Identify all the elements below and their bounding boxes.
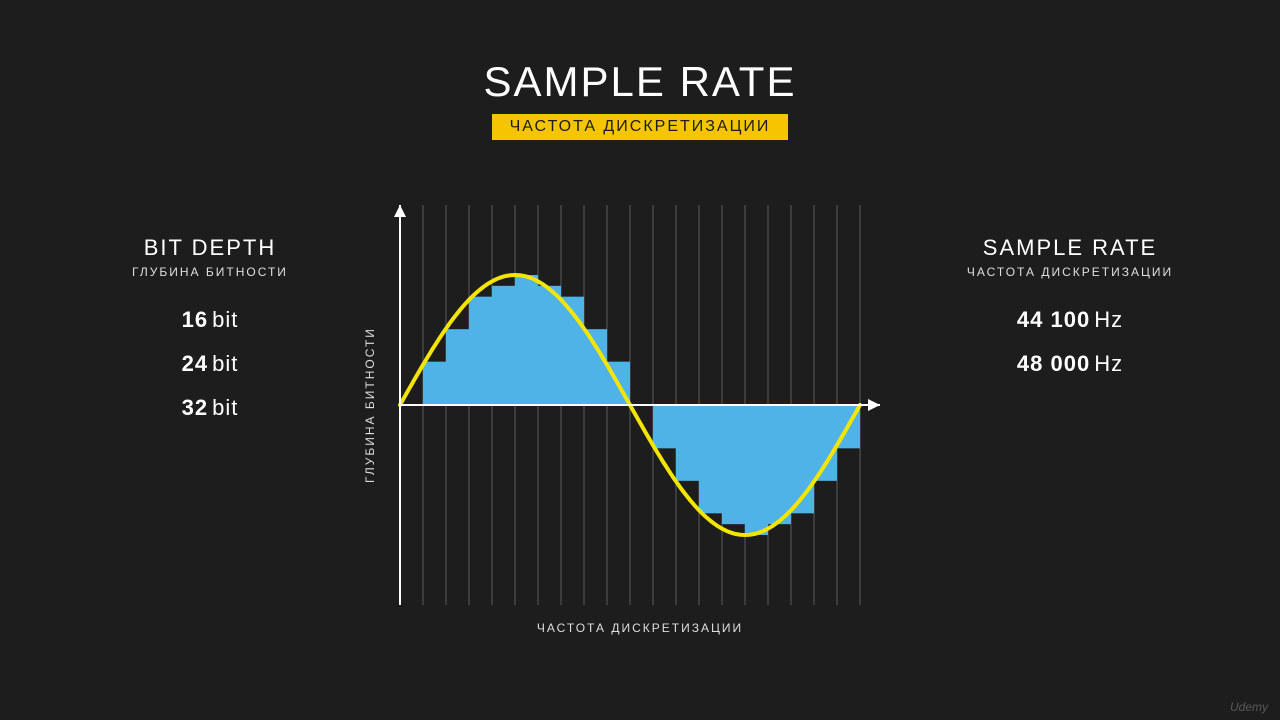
watermark: Udemy	[1230, 700, 1268, 714]
sample-rate-panel: SAMPLE RATE ЧАСТОТА ДИСКРЕТИЗАЦИИ 44 100…	[940, 235, 1200, 395]
y-axis-label: ГЛУБИНА БИТНОСТИ	[363, 327, 377, 483]
sample-rate-chart: ГЛУБИНА БИТНОСТИ ЧАСТОТА ДИСКРЕТИЗАЦИИ	[390, 205, 890, 605]
list-item: 24bit	[80, 351, 340, 377]
bit-depth-list: 16bit 24bit 32bit	[80, 307, 340, 421]
chart-svg	[390, 205, 890, 605]
list-item: 32bit	[80, 395, 340, 421]
bit-depth-sub: ГЛУБИНА БИТНОСТИ	[80, 265, 340, 279]
bit-depth-heading: BIT DEPTH	[80, 235, 340, 261]
subtitle-badge: ЧАСТОТА ДИСКРЕТИЗАЦИИ	[492, 114, 789, 140]
sample-rate-list: 44 100Hz 48 000Hz	[940, 307, 1200, 377]
list-item: 44 100Hz	[940, 307, 1200, 333]
x-axis-label: ЧАСТОТА ДИСКРЕТИЗАЦИИ	[390, 621, 890, 635]
bit-depth-panel: BIT DEPTH ГЛУБИНА БИТНОСТИ 16bit 24bit 32b…	[80, 235, 340, 439]
list-item: 16bit	[80, 307, 340, 333]
list-item: 48 000Hz	[940, 351, 1200, 377]
sample-rate-sub: ЧАСТОТА ДИСКРЕТИЗАЦИИ	[940, 265, 1200, 279]
page-title: SAMPLE RATE	[0, 58, 1280, 106]
sample-rate-heading: SAMPLE RATE	[940, 235, 1200, 261]
